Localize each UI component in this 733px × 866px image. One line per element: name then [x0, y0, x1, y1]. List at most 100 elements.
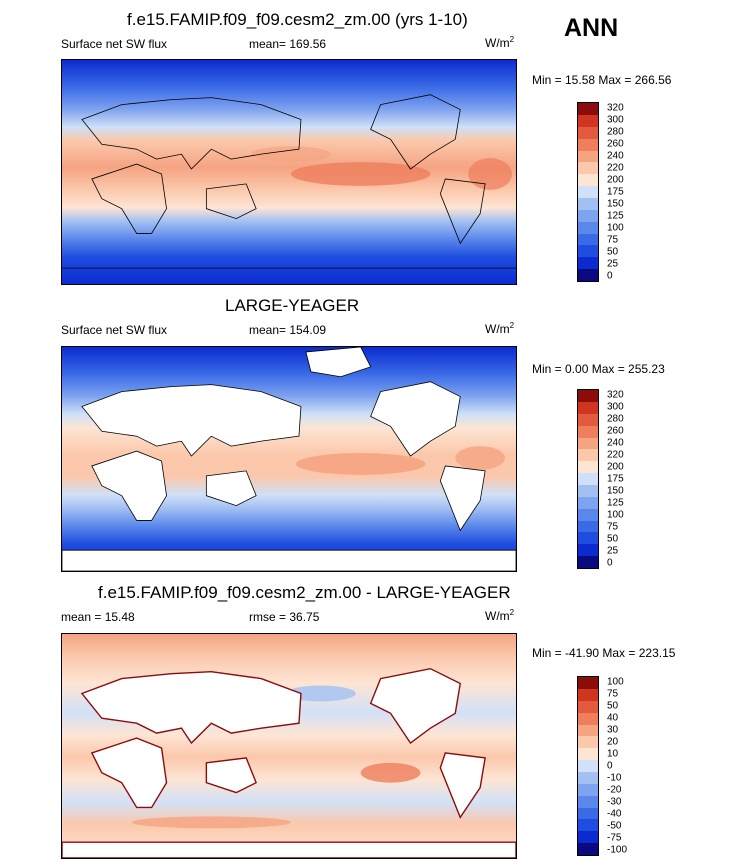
colorbar-swatch [578, 174, 598, 187]
colorbar-swatch [578, 724, 598, 737]
colorbar-tick-label: 50 [607, 533, 619, 545]
colorbar-swatch [578, 245, 598, 258]
colorbar-tick-label: -30 [607, 796, 622, 808]
panel1-colorbar-labels: 0 25 50 75 100 125 150 175 200 220 240 260 280 300 320 [607, 102, 647, 282]
panel2-colorbar-labels: 0 25 50 75 100 125 150 175 200 220 240 260 280 300 320 [607, 389, 647, 569]
colorbar-swatch [578, 162, 598, 175]
colorbar-swatch [578, 688, 598, 701]
panel2-units: W/m2 [485, 321, 515, 336]
colorbar-tick-label: 100 [607, 676, 624, 688]
colorbar-tick-label: 75 [607, 234, 619, 246]
colorbar-swatch [578, 257, 598, 270]
colorbar-swatch [578, 401, 598, 414]
colorbar-tick-label: 240 [607, 437, 624, 449]
colorbar-swatch [578, 484, 598, 497]
colorbar-tick-label: 125 [607, 210, 624, 222]
colorbar-swatch [578, 126, 598, 139]
colorbar-tick-label: 125 [607, 497, 624, 509]
colorbar-tick-label: -10 [607, 772, 622, 784]
panel3-units: W/m2 [485, 608, 515, 623]
colorbar-swatch [578, 496, 598, 509]
colorbar-swatch [578, 712, 598, 725]
colorbar-swatch [578, 138, 598, 151]
colorbar-swatch [578, 508, 598, 521]
colorbar-tick-label: 100 [607, 222, 624, 234]
colorbar-tick-label: -40 [607, 808, 622, 820]
colorbar-tick-label: 0 [607, 270, 613, 282]
colorbar-swatch [578, 532, 598, 545]
colorbar-tick-label: 220 [607, 162, 624, 174]
colorbar-tick-label: 0 [607, 760, 613, 772]
colorbar-tick-label: 200 [607, 461, 624, 473]
panel3-map [61, 633, 517, 859]
colorbar-swatch [578, 461, 598, 474]
panel1-map-svg [62, 60, 516, 284]
colorbar-swatch [578, 103, 598, 115]
colorbar-swatch [578, 150, 598, 163]
colorbar-tick-label: 150 [607, 198, 624, 210]
colorbar-swatch [578, 449, 598, 462]
colorbar-tick-label: 320 [607, 389, 624, 401]
season-label: ANN [564, 14, 619, 42]
colorbar-tick-label: 300 [607, 401, 624, 413]
colorbar-tick-label: 220 [607, 449, 624, 461]
colorbar-swatch [578, 544, 598, 557]
colorbar-tick-label: 200 [607, 174, 624, 186]
colorbar-tick-label: 30 [607, 724, 619, 736]
colorbar-tick-label: -50 [607, 820, 622, 832]
colorbar-tick-label: 150 [607, 485, 624, 497]
colorbar-tick-label: 10 [607, 748, 619, 760]
panel1-map [61, 59, 517, 285]
colorbar-swatch [578, 677, 598, 689]
colorbar-swatch [578, 760, 598, 772]
colorbar-tick-label: 260 [607, 138, 624, 150]
colorbar-swatch [578, 700, 598, 713]
panel3-rmse-label: rmse = 36.75 [249, 610, 320, 624]
colorbar-swatch [578, 843, 598, 855]
panel2-minmax: Min = 0.00 Max = 255.23 [532, 362, 665, 376]
colorbar-tick-label: 280 [607, 413, 624, 425]
panel1-colorbar [577, 102, 599, 282]
panel2-mean-label: mean= 154.09 [249, 323, 327, 337]
colorbar-tick-label: 50 [607, 246, 619, 258]
colorbar-swatch [578, 233, 598, 246]
colorbar-swatch [578, 114, 598, 127]
colorbar-tick-label: 300 [607, 114, 624, 126]
colorbar-tick-label: 25 [607, 545, 619, 557]
panel1-mean-label: mean= 169.56 [249, 37, 327, 51]
colorbar-swatch [578, 819, 598, 832]
colorbar-tick-label: 40 [607, 712, 619, 724]
panel3-title: f.e15.FAMIP.f09_f09.cesm2_zm.00 - LARGE-… [98, 583, 511, 602]
colorbar-swatch [578, 736, 598, 749]
colorbar-swatch [578, 413, 598, 426]
colorbar-swatch [578, 186, 598, 198]
colorbar-swatch [578, 209, 598, 222]
panel3-map-svg [62, 634, 516, 858]
colorbar-swatch [578, 520, 598, 533]
panel1-minmax: Min = 15.58 Max = 266.56 [532, 73, 672, 87]
panel2-title: LARGE-YEAGER [225, 296, 360, 315]
colorbar-swatch [578, 748, 598, 761]
colorbar-tick-label: 175 [607, 473, 624, 485]
colorbar-tick-label: 50 [607, 700, 619, 712]
colorbar-swatch [578, 556, 598, 568]
colorbar-tick-label: 175 [607, 186, 624, 198]
panel3-colorbar-labels: -100 -75 -50 -40 -30 -20 -10 0 10 20 30 40 50 75 100 [607, 676, 647, 856]
colorbar-tick-label: -20 [607, 784, 622, 796]
colorbar-tick-label: 75 [607, 688, 619, 700]
colorbar-swatch [578, 425, 598, 438]
colorbar-swatch [578, 473, 598, 485]
colorbar-swatch [578, 197, 598, 210]
colorbar-tick-label: 75 [607, 521, 619, 533]
panel2-colorbar [577, 389, 599, 569]
colorbar-swatch [578, 783, 598, 796]
panel3-colorbar [577, 676, 599, 856]
colorbar-tick-label: 280 [607, 126, 624, 138]
colorbar-swatch [578, 795, 598, 808]
colorbar-swatch [578, 221, 598, 234]
colorbar-tick-label: 260 [607, 425, 624, 437]
colorbar-swatch [578, 807, 598, 820]
panel2-map [61, 346, 517, 572]
colorbar-tick-label: 25 [607, 258, 619, 270]
panel3-mean-label: mean = 15.48 [61, 610, 135, 624]
